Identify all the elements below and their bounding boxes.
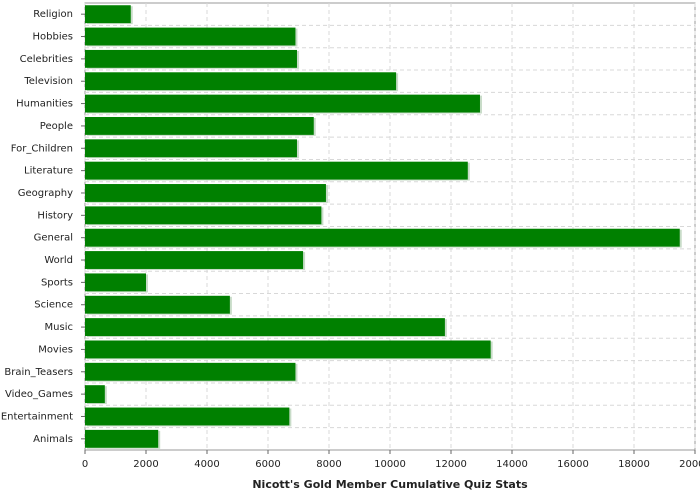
y-tick-label: For_Children xyxy=(11,143,73,154)
bar xyxy=(85,27,296,46)
bar xyxy=(85,251,304,269)
y-tick-label: Religion xyxy=(33,9,73,20)
y-tick-label: Brain_Teasers xyxy=(4,367,73,378)
y-tick-label: Entertainment xyxy=(1,411,73,422)
x-tick-label: 0 xyxy=(82,459,88,470)
bar xyxy=(85,94,480,113)
bar xyxy=(85,161,468,180)
bar xyxy=(85,340,491,359)
bar xyxy=(85,206,322,225)
y-tick-label: People xyxy=(40,121,73,132)
x-axis-title: Nicott's Gold Member Cumulative Quiz Sta… xyxy=(252,478,528,491)
bar xyxy=(85,273,146,292)
y-tick-label: Movies xyxy=(38,344,73,355)
y-tick-label: Music xyxy=(45,322,73,333)
y-tick-label: Animals xyxy=(33,434,73,445)
y-tick-label: History xyxy=(37,210,73,221)
bar xyxy=(85,116,314,135)
y-tick-label: World xyxy=(44,255,73,266)
y-tick-label: Literature xyxy=(24,166,73,177)
y-tick-label: Video_Games xyxy=(5,389,73,400)
y-tick-label: Geography xyxy=(18,188,73,199)
x-tick-label: 10000 xyxy=(374,459,406,470)
x-tick-label: 8000 xyxy=(316,459,341,470)
x-tick-label: 12000 xyxy=(435,459,467,470)
y-tick-label: Hobbies xyxy=(33,32,73,43)
bar xyxy=(85,295,230,314)
x-tick-label: 14000 xyxy=(496,459,528,470)
y-tick-label: General xyxy=(34,233,73,244)
bar xyxy=(85,318,445,337)
y-tick-label: Science xyxy=(34,300,73,311)
y-tick-label: Celebrities xyxy=(20,54,73,65)
bar xyxy=(85,385,105,404)
x-tick-label: 2000 xyxy=(133,459,158,470)
bar xyxy=(85,72,397,91)
bar xyxy=(85,228,680,247)
bar xyxy=(85,184,326,202)
x-tick-label: 16000 xyxy=(557,459,589,470)
bar xyxy=(85,429,159,448)
x-tick-label: 20000 xyxy=(679,459,700,470)
bar xyxy=(85,49,297,68)
y-tick-label: Sports xyxy=(41,277,73,288)
x-tick-label: 18000 xyxy=(618,459,650,470)
bar xyxy=(85,407,290,426)
x-tick-label: 6000 xyxy=(255,459,280,470)
bar xyxy=(85,5,131,24)
y-tick-label: Television xyxy=(23,76,73,87)
bar xyxy=(85,139,297,158)
x-tick-label: 4000 xyxy=(194,459,219,470)
y-tick-label: Humanities xyxy=(16,99,73,110)
bar xyxy=(85,362,296,381)
